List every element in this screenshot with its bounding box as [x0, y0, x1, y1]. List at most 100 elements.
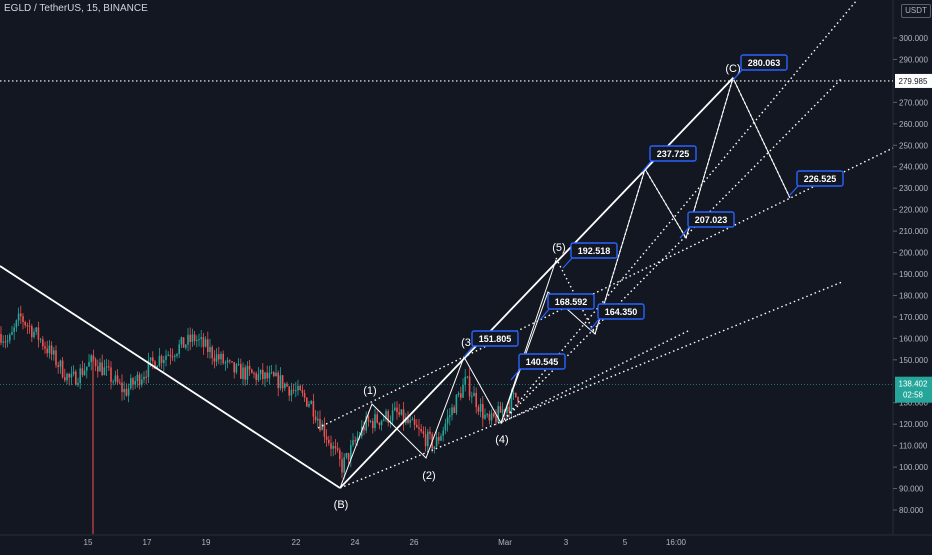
candle-body	[178, 344, 180, 354]
candle-body	[323, 423, 326, 437]
candle-body	[26, 325, 29, 327]
lower-channel-line[interactable]	[339, 281, 843, 489]
candle-body	[442, 430, 444, 436]
candle-body	[354, 440, 356, 442]
price-callout-label: 226.525	[804, 174, 837, 184]
fan-line-3[interactable]	[500, 329, 691, 424]
price-tick-label: 100.000	[899, 463, 928, 472]
candle-body	[341, 459, 343, 473]
price-callout-box[interactable]	[740, 54, 788, 71]
price-callout-box[interactable]	[796, 170, 844, 187]
price-callout-box[interactable]	[649, 145, 697, 162]
wave-label: (5)	[552, 242, 565, 254]
candle-body	[468, 376, 471, 397]
price-callout-box[interactable]	[547, 293, 595, 310]
candle-body	[330, 443, 332, 449]
candle-body	[138, 374, 141, 385]
price-tick-label: 190.000	[899, 270, 928, 279]
callout-pointer	[589, 317, 601, 331]
candle-body	[143, 376, 145, 380]
price-callout-label: 168.592	[555, 297, 588, 307]
wave-label: (B)	[334, 499, 349, 511]
candle-body	[39, 339, 42, 341]
candle-body	[429, 431, 431, 435]
axis-unit-badge[interactable]: USDT	[901, 4, 931, 18]
candle-body	[517, 396, 519, 402]
time-axis-label: 24	[351, 538, 360, 547]
candle-body	[345, 453, 348, 458]
candle-body	[389, 420, 392, 423]
price-callout-box[interactable]	[687, 211, 735, 228]
candle-body	[59, 360, 62, 367]
elliott-wave-path[interactable]	[339, 259, 557, 489]
candle-body	[277, 372, 279, 389]
candle-body	[497, 406, 499, 423]
candle-body	[240, 364, 242, 379]
price-tick-label: 250.000	[899, 141, 928, 150]
candle-body	[121, 382, 123, 393]
callout-pointer	[510, 367, 522, 381]
candle-body	[198, 339, 200, 341]
candle-body	[33, 331, 35, 338]
candle-body	[334, 446, 337, 449]
candle-body	[303, 392, 306, 398]
candle-body	[215, 354, 218, 362]
projection-dotted-2[interactable]	[594, 168, 646, 335]
price-callout-box[interactable]	[518, 353, 566, 370]
candle-body	[233, 362, 235, 373]
price-callout-box[interactable]	[597, 303, 645, 320]
candle-body	[17, 313, 20, 321]
candle-body	[187, 334, 189, 345]
candle-body	[209, 347, 211, 352]
candle-body	[367, 416, 370, 422]
candle-body	[99, 362, 101, 372]
candle-body	[444, 423, 447, 431]
candle-body	[515, 392, 517, 397]
candle-body	[174, 355, 176, 357]
candle-body	[449, 415, 451, 417]
candle-body	[229, 360, 231, 362]
price-callout-box[interactable]	[570, 242, 618, 259]
candle-body	[145, 376, 147, 378]
uptrend-line[interactable]	[339, 77, 734, 489]
candle-body	[257, 374, 260, 381]
candle-body	[64, 377, 66, 381]
candle-body	[193, 334, 196, 342]
candle-body	[270, 372, 273, 374]
callout-pointer	[562, 256, 574, 269]
candle-body	[246, 365, 249, 380]
price-tick-label: 90.000	[899, 485, 924, 494]
candle-body	[235, 364, 238, 373]
candle-body	[356, 437, 359, 442]
candle-body	[413, 419, 416, 425]
candle-body	[490, 413, 493, 421]
candle-body	[22, 316, 24, 323]
candle-body	[46, 348, 48, 354]
projection-dotted-1[interactable]	[555, 257, 596, 335]
candle-body	[72, 371, 75, 375]
candle-body	[86, 366, 88, 371]
downtrend-line[interactable]	[0, 265, 341, 489]
candle-body	[464, 376, 466, 385]
time-axis-label: 26	[410, 538, 419, 547]
callout-pointer	[539, 307, 551, 321]
upper-channel-line[interactable]	[317, 147, 894, 429]
candle-body	[259, 369, 262, 375]
candle-body	[130, 378, 132, 389]
time-axis-label: 16:00	[666, 538, 687, 547]
price-tick-label: 120.000	[899, 420, 928, 429]
wave-label: (2)	[422, 470, 435, 482]
price-tick-label: 200.000	[899, 249, 928, 258]
candle-body	[418, 427, 420, 429]
price-callout-box[interactable]	[471, 330, 519, 347]
candle-body	[2, 341, 4, 343]
time-axis-label: 19	[202, 538, 211, 547]
candle-body	[105, 366, 108, 368]
candle-body	[204, 339, 207, 347]
candle-body	[196, 340, 198, 342]
candle-body	[380, 420, 383, 426]
candle-body	[372, 421, 374, 429]
time-axis-label: 17	[143, 538, 152, 547]
